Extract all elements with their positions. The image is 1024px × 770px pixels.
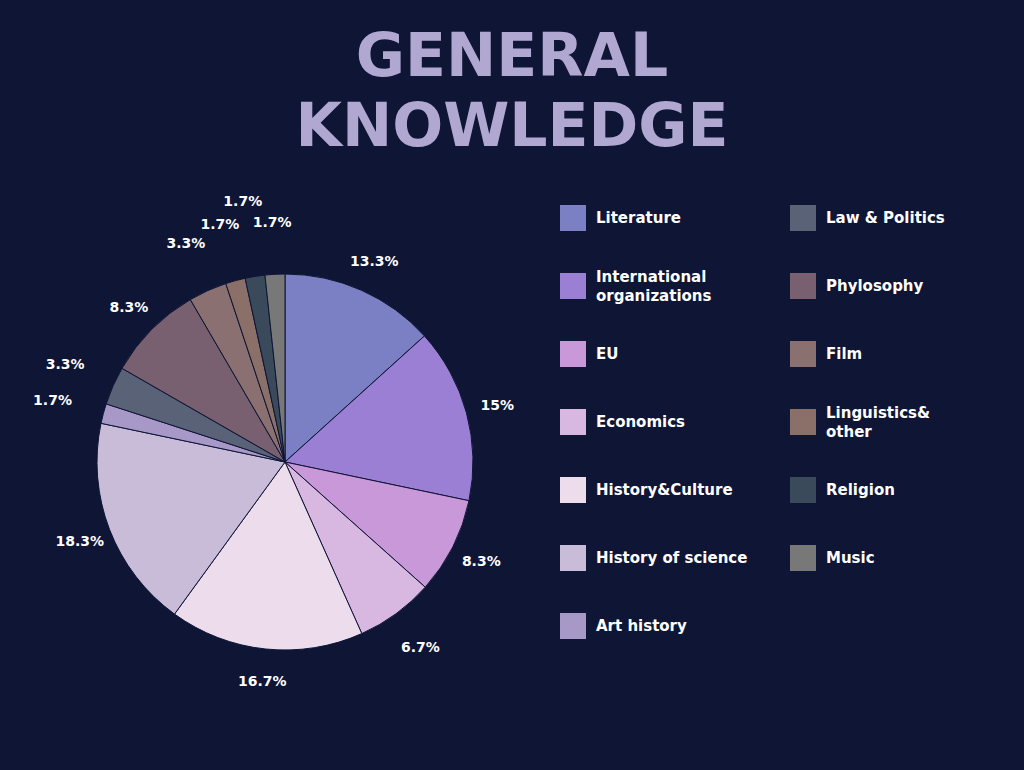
- slice: [265, 274, 285, 462]
- legend-swatch: [790, 409, 816, 435]
- data-label: 1.7%: [201, 216, 240, 232]
- legend-label: History of science: [596, 549, 747, 567]
- data-label: 8.3%: [110, 299, 149, 315]
- background: [0, 0, 1024, 770]
- data-label: 1.7%: [253, 214, 292, 230]
- legend-label: Art history: [596, 617, 687, 635]
- legend-label: Phylosophy: [826, 277, 924, 295]
- legend-swatch: [790, 477, 816, 503]
- data-label: 8.3%: [462, 553, 501, 569]
- legend-label: Economics: [596, 413, 685, 431]
- data-label: 18.3%: [55, 533, 104, 549]
- data-labels: 13.3% 15% 8.3% 6.7% 16.7% 18.3% 1.7% 3.3% 8.3% 3.…: [33, 193, 514, 689]
- legend-swatch: [560, 613, 586, 639]
- legend-swatch: [560, 409, 586, 435]
- data-label: 3.3%: [167, 235, 206, 251]
- data-label: 13.3%: [350, 253, 399, 269]
- legend-label: History&Culture: [596, 481, 733, 499]
- legend-swatch: [560, 273, 586, 299]
- legend: Literature Internationalorganizations EU Ec…: [560, 205, 945, 639]
- legend-label: EU: [596, 345, 618, 363]
- data-label: 1.7%: [223, 193, 262, 209]
- legend-swatch: [790, 273, 816, 299]
- data-label: 15%: [481, 397, 515, 413]
- legend-swatch: [560, 477, 586, 503]
- legend-label: Literature: [596, 209, 681, 227]
- data-label: 6.7%: [401, 639, 440, 655]
- chart: GENERALKNOWLEDGE 13.3% 15% 8.3% 6.7% 16.7% 18.…: [0, 0, 1024, 770]
- pie: [97, 274, 473, 650]
- data-label: 1.7%: [33, 392, 72, 408]
- legend-label: Law & Politics: [826, 209, 945, 227]
- legend-swatch: [560, 545, 586, 571]
- legend-swatch: [790, 341, 816, 367]
- legend-label: Internationalorganizations: [596, 268, 712, 305]
- legend-label: Film: [826, 345, 862, 363]
- legend-swatch: [790, 545, 816, 571]
- data-label: 16.7%: [238, 673, 287, 689]
- legend-swatch: [560, 341, 586, 367]
- title: GENERALKNOWLEDGE: [295, 20, 728, 160]
- data-label: 3.3%: [46, 356, 85, 372]
- legend-swatch: [560, 205, 586, 231]
- legend-label: Religion: [826, 481, 895, 499]
- legend-swatch: [790, 205, 816, 231]
- legend-label: Linguistics&other: [826, 404, 930, 441]
- legend-label: Music: [826, 549, 875, 567]
